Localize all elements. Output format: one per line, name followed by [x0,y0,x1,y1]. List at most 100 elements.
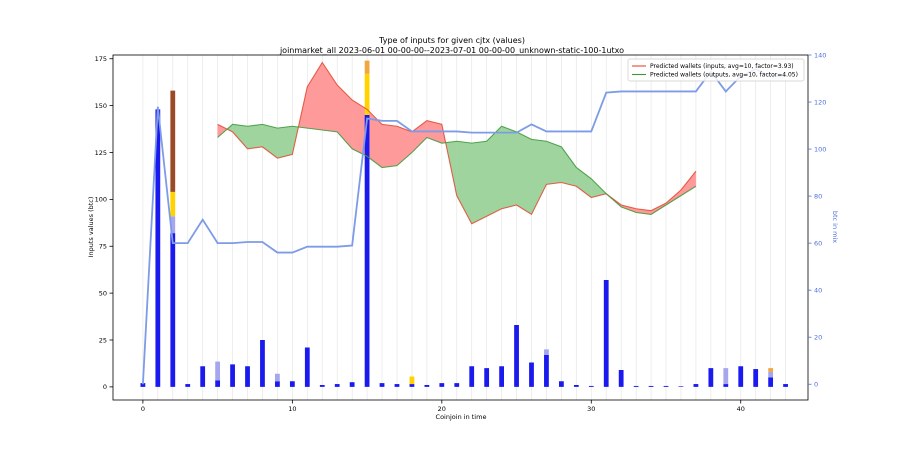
y-axis-label: Inputs values (btc) [87,197,95,258]
bar-segment-light [170,216,176,234]
fill-segment [501,126,517,209]
y-tick-label: 0 [103,383,107,391]
bar-segment-light [768,371,774,378]
bar-segment-brown [170,90,176,192]
bar-segment-orange [768,368,774,372]
bar-segment-main [663,385,669,387]
btc-in-mix-line [141,68,786,385]
plot-frame [112,54,809,401]
bar-segment-main [723,384,729,387]
bar-segment-main [544,355,549,387]
series-lines [141,61,786,385]
bar-segment-light [215,361,221,381]
bar-segment-light [544,349,549,355]
legend-entry-label: Predicted wallets (inputs, avg=10, facto… [650,63,794,70]
x-tick-label: 0 [141,405,145,413]
fill-segment [381,124,398,168]
y-tick-label: 100 [95,196,107,204]
x-tick-label: 30 [587,405,595,413]
bar-segment-main [603,280,609,387]
y2-tick-label: 60 [814,239,822,247]
fill-segment [471,141,487,224]
bar-segment-main [140,383,146,387]
bar-segment-main [499,366,504,387]
fill-segment [232,124,248,150]
legend: Predicted wallets (inputs, avg=10, facto… [627,58,805,82]
grid-lines [142,55,786,400]
bar-segment-main [454,383,460,387]
y2-tick-label: 40 [814,286,822,294]
bar-segment-main [170,233,176,387]
y-tick-label: 125 [95,149,107,157]
fill-segment [456,141,472,224]
y2-tick-label: 140 [814,51,826,59]
chart-title: Type of inputs for given cjtx (values) [378,36,525,45]
fill-segment [546,141,562,185]
bar-segment-main [185,384,191,387]
bar-segment-main [439,383,445,387]
bar-segment-main [633,385,639,387]
bar-segment-main [155,109,161,387]
x-tick-label: 40 [737,405,745,413]
x-axis-label: Coinjoin in time [436,413,487,421]
bar-segment-main [319,385,325,387]
bar-segment-main [245,366,250,387]
fill-segment [516,131,532,215]
bar-segment-main [349,382,355,387]
bar-segment-main [618,370,624,387]
fill-segment [277,126,293,159]
bar-segment-main [588,385,594,387]
bar-segment-light [723,368,729,385]
y-tick-label: 50 [99,289,107,297]
fill-segment [411,120,428,153]
fill-segment [337,84,353,150]
bar-segment-main [738,366,744,387]
bar-segment-main [768,377,774,387]
y2-tick-label: 0 [814,381,818,389]
bar-segment-main [753,369,759,387]
inputs-prediction-line [217,61,697,225]
chart-subtitle: joinmarket_all 2023-06-01 00-00-00--2023… [279,46,624,55]
y2-tick-label: 80 [814,192,822,200]
fill-segment [307,61,323,131]
bar-segment-main [678,386,684,387]
bar-segment-main [708,368,714,387]
bar-segment-main [379,383,385,387]
fill-segment [576,167,592,198]
bar-segment-light [275,373,280,382]
y2-tick-label: 120 [814,98,826,106]
x-tick-label: 20 [438,405,446,413]
legend-entry-label: Predicted wallets (outputs, avg=10, fact… [650,72,798,79]
bar-segment-main [215,380,221,387]
bar-segment-main [514,325,519,387]
bar-segment-main [424,385,430,387]
legend-box [627,58,805,82]
bar-segment-main [469,366,475,387]
bar-segment-yellow [364,73,370,115]
bar-segment-main [409,384,415,387]
y-tick-label: 75 [99,243,107,251]
outputs-prediction-line [217,123,697,215]
bar-segment-main [230,364,235,387]
bar-segment-main [648,385,654,387]
fill-segment [531,139,547,215]
bar-segment-yellow [409,376,415,385]
y2-tick-label: 100 [814,145,826,153]
bar-segment-main [573,385,579,387]
input-value-bars [140,60,788,387]
fill-segment [561,146,577,187]
bar-segment-main [693,384,699,387]
bar-segment-main [275,381,280,387]
y2-tick-label: 20 [814,334,822,342]
bar-segment-main [260,340,265,387]
bar-segment-main [529,362,534,387]
y-tick-label: 150 [95,102,107,110]
bar-segment-main [289,381,295,387]
y2-axis-label: btc in mix [831,211,839,243]
bar-segment-main [304,347,310,387]
bar-segment-main [364,115,370,387]
bar-segment-main [334,384,340,387]
bar-segment-main [484,368,490,387]
